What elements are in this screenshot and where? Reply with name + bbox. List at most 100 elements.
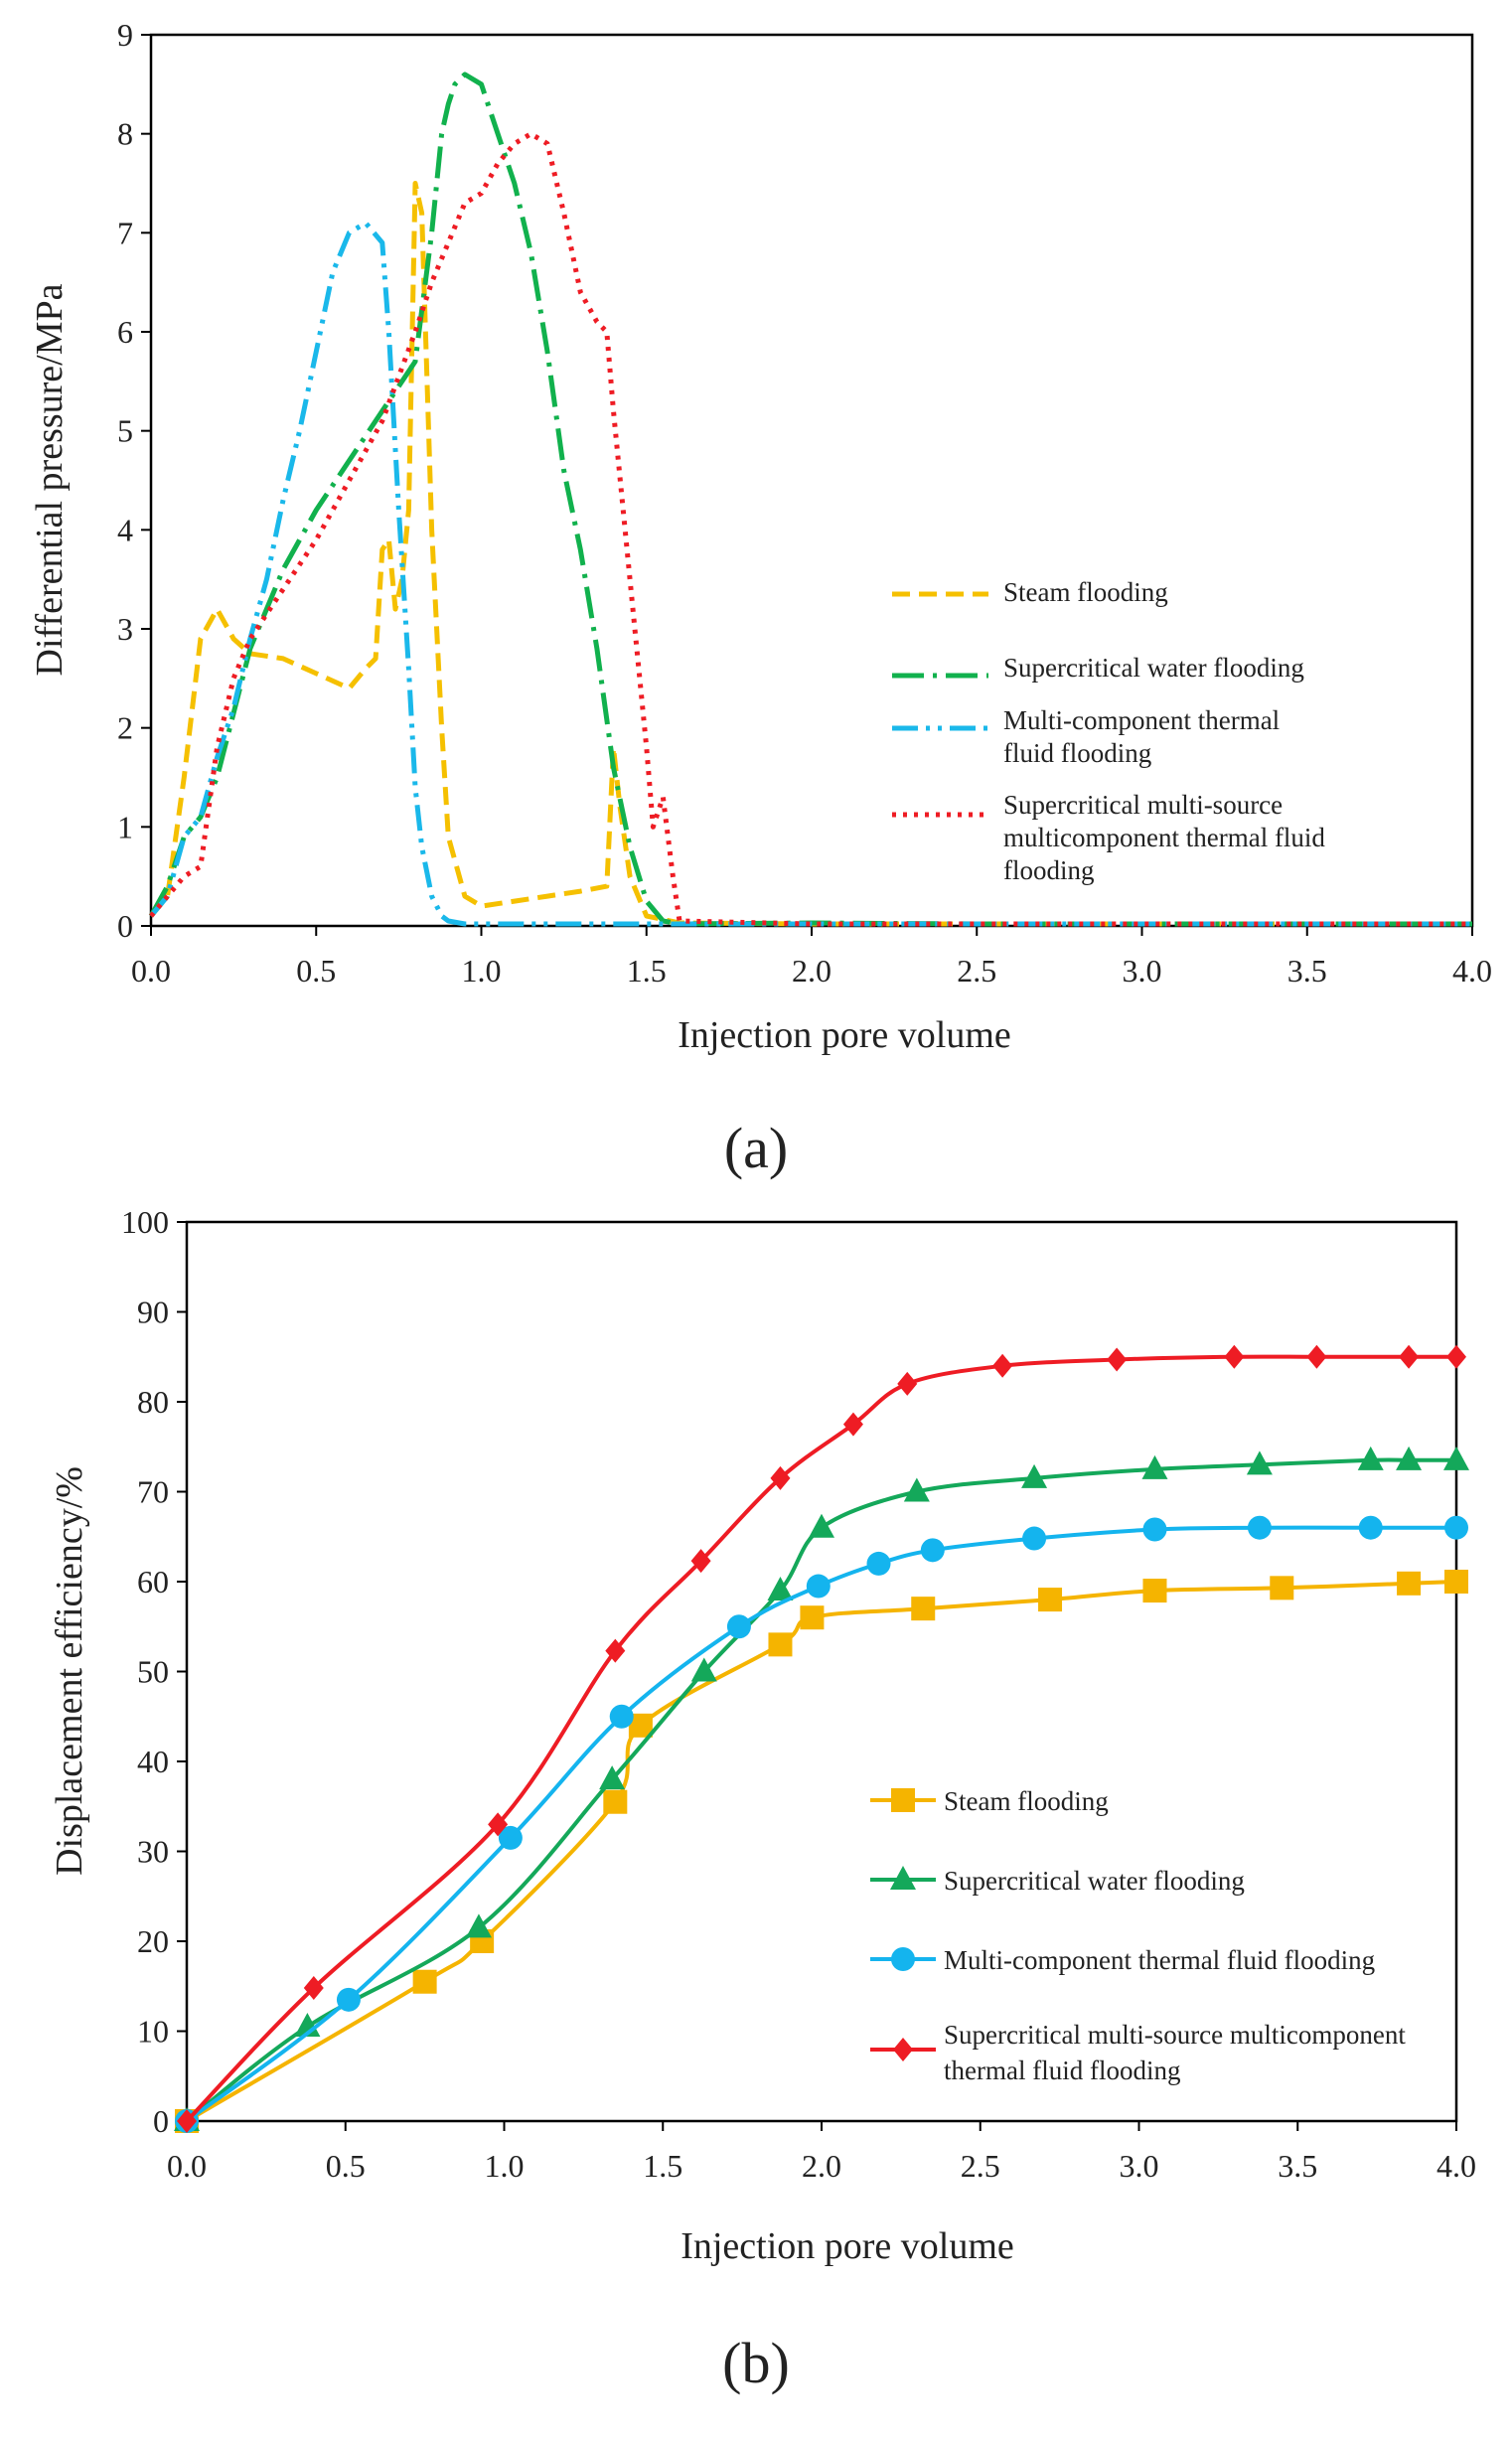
chart-b-y-tick-label: 90	[137, 1295, 169, 1330]
chart-b-point-supercritical-multi-source-multicomponent-thermal-fluid-flooding	[303, 1976, 324, 2001]
chart-b-point-multi-component-thermal-fluid-flooding	[1358, 1515, 1383, 1540]
chart-a-x-tick-label: 0.5	[296, 953, 336, 989]
chart-a-legend-label: Supercritical multi-source	[1003, 790, 1283, 820]
chart-a-x-axis-label: Injection pore volume	[678, 1014, 1011, 1056]
chart-b-point-multi-component-thermal-fluid-flooding	[1142, 1517, 1167, 1542]
chart-a-legend-label: fluid flooding	[1003, 738, 1151, 768]
chart-b-y-tick-label: 40	[137, 1744, 169, 1779]
chart-b-x-tick-label: 4.0	[1436, 2148, 1476, 2184]
chart-b-y-tick-label: 20	[137, 1923, 169, 1959]
chart-a-legend-label: Steam flooding	[1003, 577, 1168, 607]
chart-b-point-multi-component-thermal-fluid-flooding	[866, 1551, 891, 1576]
chart-b-point-supercritical-water-flooding	[465, 1913, 492, 1938]
chart-a-series-line-supercritical-multi-source-multicomponent-thermal-fluid-flooding	[149, 131, 1472, 927]
chart-b-x-axis-label: Injection pore volume	[680, 2225, 1014, 2267]
chart-b-point-supercritical-water-flooding	[809, 1513, 834, 1538]
chart-b-legend: Steam flooding Supercritical water floodi…	[870, 1786, 1406, 2085]
chart-b-point-multi-component-thermal-fluid-flooding	[726, 1614, 751, 1639]
chart-a-x-tick-label: 2.5	[957, 953, 996, 989]
chart-a-y-tick-label: 8	[117, 116, 133, 152]
chart-b-y-tick-label: 80	[137, 1384, 169, 1420]
chart-a-series-line-supercritical-water-flooding	[148, 72, 1472, 927]
chart-b-point-steam-flooding	[768, 1632, 793, 1657]
chart-b-point-supercritical-multi-source-multicomponent-thermal-fluid-flooding	[842, 1412, 863, 1437]
chart-b-y-ticks: 0 10 20 30 40 50 60 70 80 90 100	[121, 1204, 187, 2139]
chart-b-point-steam-flooding	[1397, 1571, 1422, 1596]
chart-b-x-tick-label: 1.5	[643, 2148, 682, 2184]
chart-b-y-tick-label: 30	[137, 1834, 169, 1870]
chart-b-point-supercritical-multi-source-multicomponent-thermal-fluid-flooding	[488, 1812, 509, 1837]
chart-b-legend-marker-supercritical-water-flooding	[890, 1866, 916, 1890]
chart-b-point-supercritical-water-flooding	[1246, 1450, 1273, 1475]
chart-a-x-tick-label: 3.5	[1287, 953, 1327, 989]
chart-b-y-tick-label: 10	[137, 2014, 169, 2050]
chart-b-point-multi-component-thermal-fluid-flooding	[498, 1825, 523, 1850]
chart-a: 0 1 2 3 4 5 6 7 8 9 0.0 0.5 1.0 1.5 2.0 2.5 3.0 3.5 4.0 S…	[29, 17, 1492, 1056]
chart-a-y-tick-label: 3	[117, 611, 133, 647]
panel-label-b: (b)	[722, 2331, 790, 2395]
chart-b-point-multi-component-thermal-fluid-flooding	[920, 1538, 945, 1563]
chart-b-point-supercritical-multi-source-multicomponent-thermal-fluid-flooding	[1306, 1344, 1327, 1369]
chart-a-y-tick-label: 2	[117, 710, 133, 746]
chart-b-point-steam-flooding	[1270, 1576, 1294, 1600]
chart-a-y-tick-label: 0	[117, 908, 133, 944]
chart-b-point-supercritical-water-flooding	[690, 1657, 717, 1682]
chart-b-point-supercritical-water-flooding	[1443, 1446, 1469, 1470]
chart-b-point-supercritical-water-flooding	[599, 1765, 626, 1790]
chart-b-series-line-supercritical-multi-source-multicomponent-thermal-fluid-flooding	[185, 1354, 1456, 2123]
chart-b-x-tick-label: 3.0	[1120, 2148, 1159, 2184]
chart-b-point-supercritical-water-flooding	[903, 1477, 930, 1502]
chart-b-x-ticks: 0.0 0.5 1.0 1.5 2.0 2.5 3.0 3.5 4.0	[167, 2121, 1476, 2184]
chart-b-point-multi-component-thermal-fluid-flooding	[806, 1574, 831, 1599]
chart-b-legend-label: Multi-component thermal fluid flooding	[944, 1945, 1375, 1975]
chart-b-x-tick-label: 3.5	[1278, 2148, 1317, 2184]
panel-label-a: (a)	[724, 1116, 788, 1180]
chart-a-legend-label: Multi-component thermal	[1003, 705, 1280, 735]
chart-b-legend-label: Steam flooding	[944, 1786, 1109, 1816]
chart-b-point-steam-flooding	[800, 1605, 825, 1630]
chart-a-legend: Steam flooding Supercritical water floodi…	[892, 577, 1325, 885]
chart-b-y-tick-label: 50	[137, 1654, 169, 1690]
chart-a-legend-label: Supercritical water flooding	[1003, 653, 1304, 683]
chart-b-point-supercritical-water-flooding	[767, 1577, 794, 1601]
chart-a-x-tick-label: 2.0	[792, 953, 832, 989]
chart-b-y-tick-label: 0	[153, 2103, 169, 2139]
chart-a-legend-label: multicomponent thermal fluid	[1003, 823, 1325, 852]
chart-a-series	[148, 72, 1472, 927]
chart-a-x-tick-label: 4.0	[1452, 953, 1492, 989]
chart-b-point-supercritical-multi-source-multicomponent-thermal-fluid-flooding	[1446, 1344, 1466, 1369]
chart-b-point-supercritical-multi-source-multicomponent-thermal-fluid-flooding	[690, 1549, 711, 1574]
chart-b: 0 10 20 30 40 50 60 70 80 90 100 0.0 0.5 1.0 1.5 2.0 2.…	[49, 1204, 1476, 2267]
chart-a-y-ticks: 0 1 2 3 4 5 6 7 8 9	[117, 17, 151, 944]
chart-a-y-tick-label: 6	[117, 314, 133, 350]
chart-b-y-tick-label: 70	[137, 1474, 169, 1510]
chart-a-y-tick-label: 1	[117, 809, 133, 844]
chart-b-point-supercritical-multi-source-multicomponent-thermal-fluid-flooding	[770, 1465, 791, 1490]
chart-b-point-supercritical-multi-source-multicomponent-thermal-fluid-flooding	[177, 2109, 197, 2133]
chart-a-x-tick-label: 1.0	[462, 953, 502, 989]
chart-b-point-supercritical-multi-source-multicomponent-thermal-fluid-flooding	[1107, 1347, 1128, 1372]
chart-b-point-supercritical-water-flooding	[1021, 1463, 1048, 1488]
chart-b-x-tick-label: 0.5	[326, 2148, 366, 2184]
chart-b-point-supercritical-multi-source-multicomponent-thermal-fluid-flooding	[1224, 1344, 1245, 1369]
chart-a-legend-label: flooding	[1003, 855, 1095, 885]
chart-b-point-steam-flooding	[412, 1969, 437, 1994]
chart-b-x-tick-label: 2.5	[961, 2148, 1000, 2184]
chart-b-point-multi-component-thermal-fluid-flooding	[1444, 1515, 1468, 1540]
chart-b-point-supercritical-water-flooding	[1141, 1454, 1168, 1479]
chart-b-point-supercritical-multi-source-multicomponent-thermal-fluid-flooding	[605, 1638, 626, 1663]
chart-b-x-tick-label: 0.0	[167, 2148, 207, 2184]
chart-b-point-steam-flooding	[1142, 1579, 1167, 1603]
chart-a-x-tick-label: 3.0	[1123, 953, 1162, 989]
chart-b-series	[174, 1344, 1469, 2133]
chart-b-point-supercritical-multi-source-multicomponent-thermal-fluid-flooding	[992, 1353, 1013, 1378]
chart-b-y-axis-label: Displacement efficiency/%	[49, 1466, 90, 1876]
chart-b-point-steam-flooding	[1038, 1588, 1063, 1612]
chart-b-point-supercritical-multi-source-multicomponent-thermal-fluid-flooding	[897, 1371, 918, 1396]
chart-b-legend-label: thermal fluid flooding	[944, 2056, 1180, 2085]
chart-b-point-multi-component-thermal-fluid-flooding	[1022, 1526, 1047, 1551]
chart-a-x-tick-label: 0.0	[131, 953, 171, 989]
chart-b-series-line-steam-flooding	[185, 1580, 1457, 2123]
